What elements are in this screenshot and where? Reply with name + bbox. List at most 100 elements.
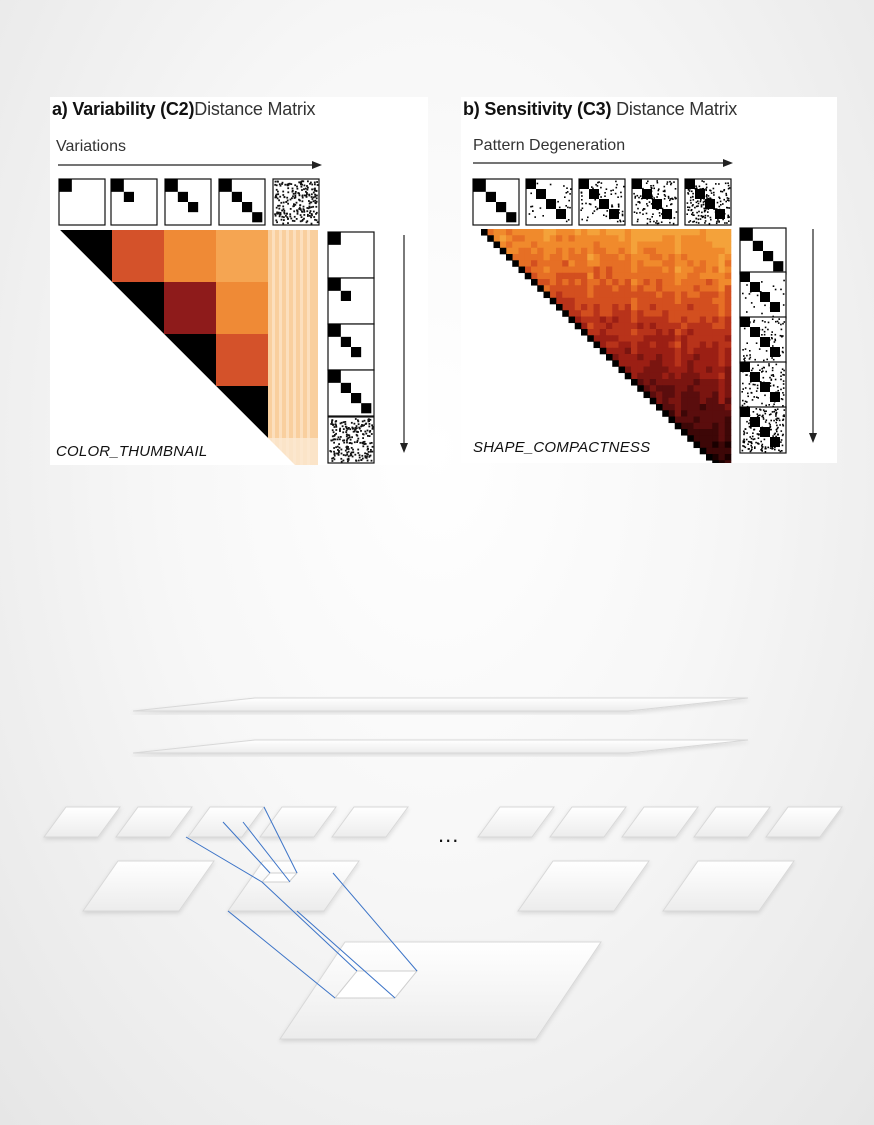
matrix-cell — [668, 404, 676, 411]
matrix-cell — [562, 241, 569, 249]
matrix-cell — [693, 272, 701, 280]
matrix-cell — [649, 260, 657, 267]
matrix-cell — [574, 260, 582, 267]
matrix-cell — [531, 241, 538, 249]
matrix-cell — [693, 347, 701, 355]
matrix-cell — [699, 360, 707, 367]
matrix-cell — [612, 266, 619, 274]
matrix-cell — [562, 266, 569, 274]
matrix-cell — [712, 254, 719, 261]
tile-2 — [115, 806, 193, 838]
matrix-cell — [706, 335, 713, 342]
matrix-cell — [531, 272, 538, 280]
panel-a-feature-label: COLOR_THUMBNAIL — [56, 443, 208, 460]
matrix-cell — [656, 272, 663, 280]
matrix-cell — [718, 266, 726, 274]
matrix-cell — [543, 266, 551, 274]
matrix-cell — [706, 354, 713, 361]
matrix-cell — [506, 247, 513, 255]
matrix-cell — [574, 254, 582, 261]
matrix-cell — [724, 447, 732, 455]
matrix-cell — [693, 291, 701, 299]
matrix-cell — [693, 285, 701, 292]
matrix-cell — [656, 335, 663, 342]
matrix-cell — [712, 354, 719, 361]
matrix-cell — [518, 229, 526, 236]
matrix-cell — [593, 254, 601, 261]
matrix-cell — [606, 329, 613, 336]
matrix-cell — [574, 310, 582, 317]
tile-4 — [259, 806, 337, 838]
matrix-cell — [606, 254, 613, 261]
matrix-cell — [681, 241, 688, 249]
top-thumbnail — [472, 178, 520, 226]
matrix-cell — [631, 329, 638, 336]
matrix-cell — [724, 441, 732, 449]
matrix-cell — [718, 404, 726, 411]
matrix-cell — [612, 335, 619, 342]
matrix-cell — [693, 354, 701, 361]
matrix-cell — [612, 310, 619, 317]
matrix-cell — [718, 429, 726, 436]
matrix-cell — [687, 422, 694, 430]
matrix-cell — [656, 379, 663, 386]
matrix-cell — [699, 297, 707, 305]
matrix-cell — [612, 341, 619, 349]
matrix-cell — [216, 230, 268, 282]
matrix-cell — [624, 347, 632, 355]
matrix-cell — [712, 435, 719, 442]
matrix-cell — [606, 247, 613, 255]
matrix-cell — [524, 235, 532, 242]
matrix-cell — [712, 404, 719, 411]
arrow-down-icon — [809, 229, 817, 443]
matrix-cell — [687, 254, 694, 261]
matrix-cell — [706, 360, 713, 367]
matrix-cell — [618, 341, 626, 349]
matrix-cell — [656, 347, 663, 355]
matrix-cell — [699, 235, 707, 242]
top-thumbnail — [631, 178, 679, 226]
matrix-cell — [593, 310, 601, 317]
matrix-cell — [674, 385, 682, 392]
matrix-cell — [543, 272, 551, 280]
matrix-cell — [656, 247, 663, 255]
matrix-cell — [568, 254, 576, 261]
matrix-cell — [712, 422, 719, 430]
matrix-cell — [681, 279, 688, 286]
diagonal-cell — [506, 254, 513, 261]
matrix-cell — [556, 297, 563, 305]
matrix-cell — [662, 266, 669, 274]
matrix-cell — [668, 335, 676, 342]
matrix-cell — [549, 247, 557, 255]
matrix-cell — [699, 366, 707, 374]
matrix-cell — [693, 341, 701, 349]
matrix-cell — [506, 229, 513, 236]
matrix-cell — [693, 372, 701, 380]
variability-matrix-figure — [58, 161, 408, 465]
matrix-cell — [612, 304, 619, 311]
matrix-cell — [674, 285, 682, 292]
diagonal-cell — [662, 410, 669, 417]
matrix-cell — [637, 235, 644, 242]
matrix-cell — [643, 360, 651, 367]
matrix-cell — [674, 329, 682, 336]
matrix-cell — [706, 397, 713, 405]
matrix-cell — [681, 260, 688, 267]
matrix-cell — [706, 385, 713, 392]
matrix-cell — [712, 266, 719, 274]
matrix-cell — [531, 260, 538, 267]
top-thumbnail — [218, 178, 266, 226]
diagonal-cell — [656, 404, 663, 411]
panel-a-axis-label: Variations — [56, 138, 126, 155]
matrix-cell — [668, 229, 676, 236]
matrix-cell — [612, 322, 619, 330]
matrix-cell — [718, 285, 726, 292]
top-bar-1 — [132, 697, 749, 712]
matrix-cell — [712, 360, 719, 367]
matrix-cell — [681, 247, 688, 255]
matrix-cell — [662, 297, 669, 305]
matrix-cell — [706, 260, 713, 267]
matrix-cell — [681, 416, 688, 424]
matrix-cell — [718, 460, 726, 463]
side-thumbnail — [327, 416, 375, 464]
